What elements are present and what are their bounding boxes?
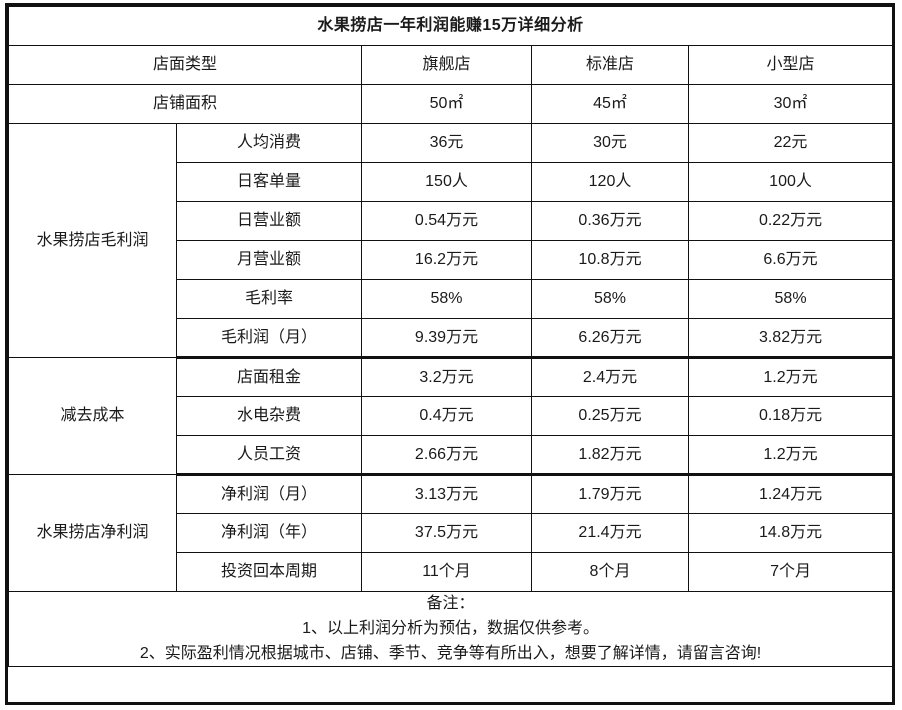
- row-label: 人均消费: [176, 123, 362, 163]
- notes-block: 备注： 1、以上利润分析为预估，数据仅供参考。 2、实际盈利情况根据城市、店铺、…: [7, 590, 894, 668]
- row-value-small: 1.2万元: [687, 435, 894, 476]
- group-label-costs: 减去成本: [8, 357, 177, 475]
- title-row: 水果捞店一年利润能赚15万详细分析: [7, 6, 894, 46]
- table-row: 日客单量 150人 120人 100人: [9, 162, 894, 202]
- table-row: 减去成本 店面租金 3.2万元 2.4万元 1.2万元: [8, 357, 894, 475]
- row-label: 净利润（年）: [176, 513, 362, 553]
- store-area-value-standard: 45㎡: [531, 84, 689, 124]
- row-value-standard: 2.4万元: [531, 357, 689, 397]
- row-value-flagship: 3.2万元: [361, 357, 532, 397]
- row-value-standard: 0.36万元: [531, 201, 689, 241]
- row-value-flagship: 2.66万元: [361, 435, 532, 476]
- row-value-flagship: 150人: [361, 162, 532, 202]
- row-label: 人员工资: [176, 435, 362, 476]
- store-area-row: 店铺面积 50㎡ 45㎡ 30㎡: [8, 84, 894, 124]
- table-row: 毛利润（月） 9.39万元 6.26万元 3.82万元: [9, 318, 894, 359]
- table-row: 水果捞店净利润 净利润（月） 3.13万元 1.79万元 1.24万元: [8, 474, 894, 592]
- row-label: 店面租金: [176, 357, 362, 397]
- table-row: 净利润（年） 37.5万元 21.4万元 14.8万元: [9, 513, 894, 553]
- row-value-small: 58%: [687, 279, 894, 319]
- store-area-value-flagship: 50㎡: [361, 84, 532, 124]
- row-value-small: 1.2万元: [687, 357, 894, 397]
- row-value-standard: 6.26万元: [531, 318, 689, 359]
- row-value-standard: 1.82万元: [531, 435, 689, 476]
- row-label: 投资回本周期: [176, 552, 362, 592]
- row-value-small: 3.82万元: [687, 318, 894, 359]
- row-value-small: 100人: [687, 162, 894, 202]
- row-value-flagship: 0.4万元: [361, 396, 532, 436]
- row-value-small: 0.22万元: [687, 201, 894, 241]
- row-value-flagship: 16.2万元: [361, 240, 532, 280]
- header-store-type-small: 小型店: [687, 45, 894, 85]
- row-value-small: 22元: [687, 123, 894, 163]
- row-value-standard: 0.25万元: [531, 396, 689, 436]
- note-line-1: 1、以上利润分析为预估，数据仅供参考。: [302, 619, 599, 637]
- note-line-2: 2、实际盈利情况根据城市、店铺、季节、竞争等有所出入，想要了解详情，请留言咨询!: [139, 644, 762, 662]
- table-row: 水果捞店毛利润 人均消费 36元 30元 22元: [8, 123, 894, 358]
- row-value-standard: 120人: [531, 162, 689, 202]
- row-value-small: 7个月: [687, 552, 894, 592]
- row-label: 日客单量: [176, 162, 362, 202]
- row-value-standard: 1.79万元: [531, 474, 689, 514]
- row-label: 水电杂费: [176, 396, 362, 436]
- table-row: 人员工资 2.66万元 1.82万元 1.2万元: [9, 435, 894, 476]
- row-value-flagship: 37.5万元: [361, 513, 532, 553]
- row-label: 毛利率: [176, 279, 362, 319]
- store-area-label: 店铺面积: [8, 84, 362, 124]
- header-store-type-flagship: 旗舰店: [361, 45, 532, 85]
- row-value-standard: 30元: [531, 123, 689, 163]
- row-label: 日营业额: [176, 201, 362, 241]
- group-label-net-profit: 水果捞店净利润: [8, 474, 177, 592]
- page-title: 水果捞店一年利润能赚15万详细分析: [7, 6, 894, 46]
- row-value-standard: 21.4万元: [531, 513, 689, 553]
- table-row: 水电杂费 0.4万元 0.25万元 0.18万元: [9, 396, 894, 436]
- row-label: 净利润（月）: [176, 474, 362, 514]
- row-value-flagship: 9.39万元: [361, 318, 532, 359]
- row-value-flagship: 0.54万元: [361, 201, 532, 241]
- store-area-value-small: 30㎡: [687, 84, 894, 124]
- row-label: 月营业额: [176, 240, 362, 280]
- profit-analysis-table: 水果捞店一年利润能赚15万详细分析 店面类型 旗舰店 标准店 小型店 店铺面积 …: [7, 6, 894, 668]
- row-value-small: 14.8万元: [687, 513, 894, 553]
- row-value-standard: 10.8万元: [531, 240, 689, 280]
- group-label-gross-profit: 水果捞店毛利润: [8, 123, 177, 358]
- row-value-flagship: 58%: [361, 279, 532, 319]
- row-value-small: 1.24万元: [687, 474, 894, 514]
- header-store-type-standard: 标准店: [531, 45, 689, 85]
- table-row: 日营业额 0.54万元 0.36万元 0.22万元: [9, 201, 894, 241]
- header-row-label: 店面类型: [8, 45, 362, 85]
- row-value-flagship: 3.13万元: [361, 474, 532, 514]
- row-value-standard: 58%: [531, 279, 689, 319]
- row-value-small: 6.6万元: [687, 240, 894, 280]
- row-value-standard: 8个月: [531, 552, 689, 592]
- row-label: 毛利润（月）: [176, 318, 362, 359]
- table-row: 月营业额 16.2万元 10.8万元 6.6万元: [9, 240, 894, 280]
- row-value-flagship: 11个月: [361, 552, 532, 592]
- notes-heading: 备注：: [426, 595, 475, 612]
- notes-row: 备注： 1、以上利润分析为预估，数据仅供参考。 2、实际盈利情况根据城市、店铺、…: [7, 590, 894, 668]
- row-value-flagship: 36元: [361, 123, 532, 163]
- table-body: 水果捞店一年利润能赚15万详细分析 店面类型 旗舰店 标准店 小型店 店铺面积 …: [7, 6, 894, 668]
- profit-analysis-sheet: 水果捞店一年利润能赚15万详细分析 店面类型 旗舰店 标准店 小型店 店铺面积 …: [5, 3, 895, 705]
- table-row: 毛利率 58% 58% 58%: [9, 279, 894, 319]
- column-header-row: 店面类型 旗舰店 标准店 小型店: [8, 45, 894, 85]
- row-value-small: 0.18万元: [687, 396, 894, 436]
